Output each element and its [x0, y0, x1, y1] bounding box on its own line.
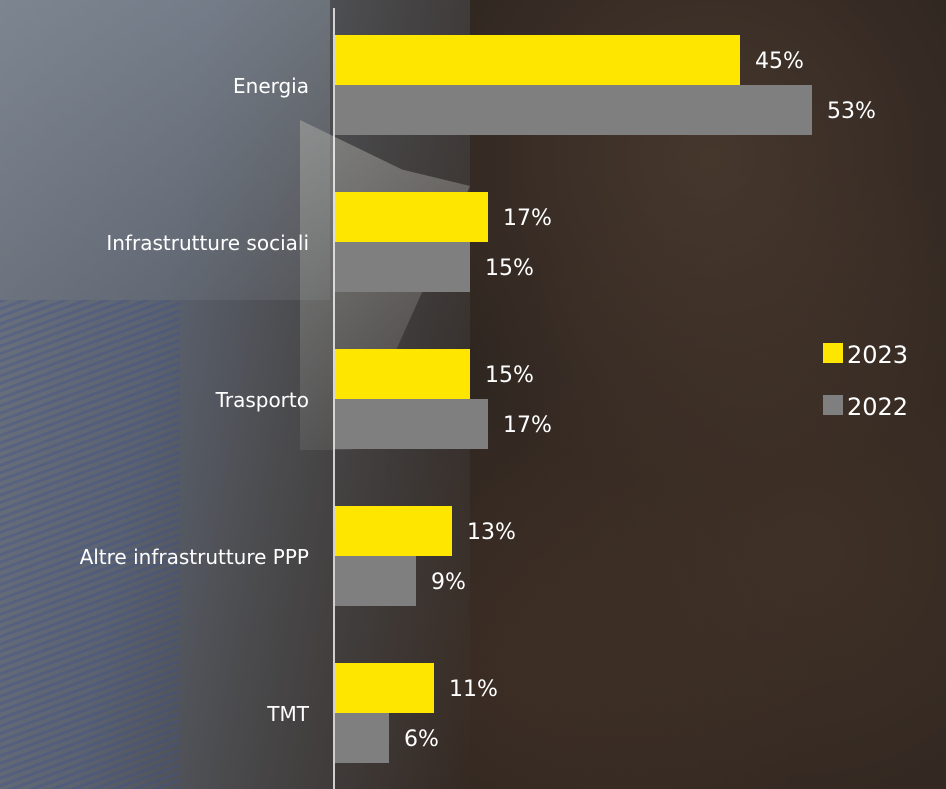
data-label: 13%	[467, 520, 516, 545]
legend-swatch-2023	[823, 343, 843, 363]
data-label: 15%	[485, 363, 534, 388]
data-label: 6%	[404, 727, 439, 752]
data-label: 9%	[431, 570, 466, 595]
category-label: Altre infrastrutture PPP	[80, 545, 309, 569]
legend: 2023 2022	[823, 341, 908, 421]
labels-group: Energia 45% 53% Infrastrutture sociali 17% 15…	[80, 49, 876, 752]
data-label: 15%	[485, 256, 534, 281]
bar-2023-trasporto	[335, 349, 470, 399]
data-label: 17%	[503, 206, 552, 231]
bar-2022-trasporto	[335, 399, 488, 449]
bars-group	[335, 35, 812, 763]
bar-2022-altre-infrastrutture-ppp	[335, 556, 416, 606]
category-label: Infrastrutture sociali	[106, 231, 309, 255]
data-label: 17%	[503, 413, 552, 438]
bar-2023-tmt	[335, 663, 434, 713]
bar-2023-energia	[335, 35, 740, 85]
background-banknote-stripes	[0, 300, 180, 789]
data-label: 45%	[755, 49, 804, 74]
category-label: TMT	[266, 702, 309, 726]
data-label: 11%	[449, 677, 498, 702]
bar-2022-infrastrutture-sociali	[335, 242, 470, 292]
legend-label-2023: 2023	[847, 341, 908, 369]
bar-2022-tmt	[335, 713, 389, 763]
data-label: 53%	[827, 99, 876, 124]
category-label: Energia	[233, 74, 309, 98]
category-label: Trasporto	[215, 388, 309, 412]
bar-2023-altre-infrastrutture-ppp	[335, 506, 452, 556]
legend-swatch-2022	[823, 395, 843, 415]
legend-label-2022: 2022	[847, 393, 908, 421]
bar-2022-energia	[335, 85, 812, 135]
background-banknote-top	[0, 0, 330, 300]
bar-2023-infrastrutture-sociali	[335, 192, 488, 242]
